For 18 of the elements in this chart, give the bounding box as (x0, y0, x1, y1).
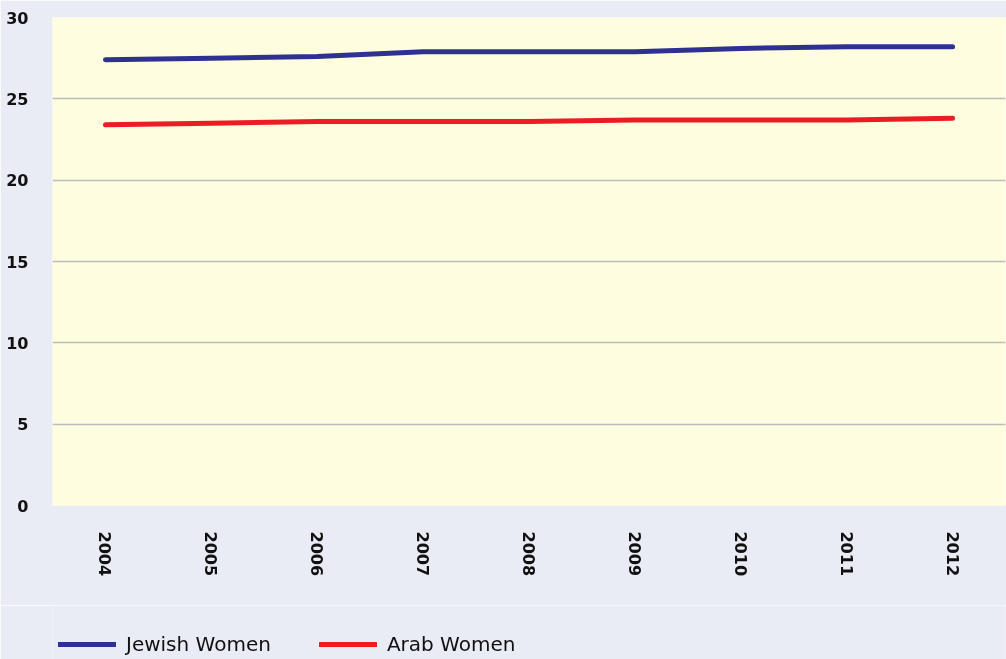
legend-label: Arab Women (386, 632, 516, 656)
x-tick-label: 2004 (95, 531, 115, 577)
legend-label: Jewish Women (126, 632, 271, 656)
y-tick-label: 30 (6, 8, 29, 28)
x-tick-label: 2006 (307, 531, 327, 577)
x-tick-label: 2010 (730, 531, 750, 577)
x-tick-label: 2009 (624, 531, 644, 577)
x-tick-label: 2005 (201, 531, 221, 577)
x-tick-label: 2008 (519, 531, 538, 577)
y-tick-label: 0 (17, 496, 29, 516)
y-tick-label: 25 (6, 89, 29, 109)
y-tick-label: 5 (17, 415, 29, 435)
y-tick-label: 20 (6, 171, 29, 191)
x-tick-label: 2007 (413, 531, 433, 577)
x-tick-label: 2012 (942, 531, 962, 577)
x-tick-label: 2011 (836, 531, 856, 577)
y-tick-label: 10 (6, 333, 29, 353)
y-tick-label: 15 (6, 252, 29, 272)
